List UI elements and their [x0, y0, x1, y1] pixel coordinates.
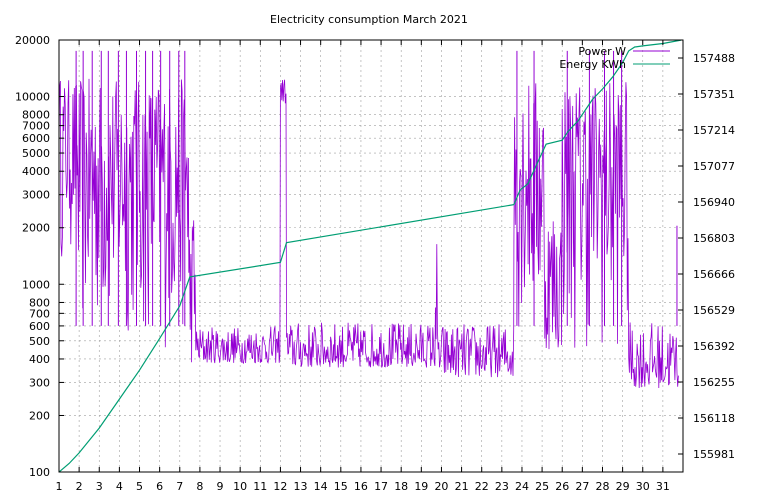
- y2-tick-label: 157077: [693, 160, 735, 173]
- y2-tick-label: 156392: [693, 340, 735, 353]
- x-tick-label: 21: [455, 480, 469, 493]
- y-tick-label: 7000: [22, 120, 50, 133]
- y-tick-label: 1000: [22, 278, 50, 291]
- x-tick-label: 20: [434, 480, 448, 493]
- y-tick-label: 300: [29, 376, 50, 389]
- x-tick-label: 5: [136, 480, 143, 493]
- x-tick-label: 16: [354, 480, 368, 493]
- x-tick-label: 31: [656, 480, 670, 493]
- x-tick-label: 14: [314, 480, 328, 493]
- x-tick-label: 17: [374, 480, 388, 493]
- x-tick-label: 2: [76, 480, 83, 493]
- y-tick-label: 500: [29, 335, 50, 348]
- y2-tick-label: 157351: [693, 88, 735, 101]
- x-tick-label: 27: [575, 480, 589, 493]
- y-tick-label: 8000: [22, 109, 50, 122]
- x-tick-label: 24: [515, 480, 529, 493]
- x-tick-label: 26: [555, 480, 569, 493]
- plot-area: [58, 39, 682, 473]
- y2-tick-label: 156803: [693, 232, 735, 245]
- x-tick-label: 28: [595, 480, 609, 493]
- legend: Power W Energy KWh: [559, 45, 670, 71]
- x-tick-label: 3: [96, 480, 103, 493]
- x-tick-label: 25: [535, 480, 549, 493]
- plot-frame: [58, 39, 684, 473]
- y2-tick-label: 157214: [693, 124, 735, 137]
- y-tick-label: 100: [29, 466, 50, 479]
- x-tick-label: 4: [116, 480, 123, 493]
- x-tick-label: 8: [196, 480, 203, 493]
- x-tick-label: 23: [495, 480, 509, 493]
- x-tick-label: 15: [334, 480, 348, 493]
- y-tick-label: 20000: [15, 34, 50, 47]
- y-tick-label: 700: [29, 307, 50, 320]
- y2-tick-label: 156255: [693, 376, 735, 389]
- axis-ticks: 1 2 3 4 5 6 7 8 9 10 11 12 13 14 15 16 17 18 19 20 21 22 23 24 2…: [15, 34, 735, 493]
- x-tick-label: 1: [56, 480, 63, 493]
- x-tick-label: 18: [394, 480, 408, 493]
- legend-label-energy: Energy KWh: [559, 58, 626, 71]
- x-tick-label: 6: [156, 480, 163, 493]
- y-tick-label: 600: [29, 320, 50, 333]
- y2-tick-label: 155981: [693, 448, 735, 461]
- x-tick-label: 30: [636, 480, 650, 493]
- chart-title: Electricity consumption March 2021: [270, 13, 468, 26]
- y2-tick-label: 156529: [693, 304, 735, 317]
- x-tick-label: 22: [475, 480, 489, 493]
- y-tick-label: 5000: [22, 147, 50, 160]
- y-tick-label: 6000: [22, 132, 50, 145]
- x-tick-label: 7: [176, 480, 183, 493]
- legend-label-power: Power W: [578, 45, 626, 58]
- y-tick-label: 4000: [22, 165, 50, 178]
- series-energy-line: [58, 39, 682, 473]
- y2-tick-label: 156940: [693, 196, 735, 209]
- y-tick-label: 3000: [22, 189, 50, 202]
- x-tick-label: 9: [217, 480, 224, 493]
- x-tick-label: 10: [233, 480, 247, 493]
- y2-tick-label: 156118: [693, 412, 735, 425]
- y-tick-label: 800: [29, 296, 50, 309]
- y-tick-label: 10000: [15, 91, 50, 104]
- y-tick-label: 400: [29, 353, 50, 366]
- series-power-line: [58, 78, 679, 389]
- y2-tick-label: 156666: [693, 268, 735, 281]
- x-tick-label: 19: [414, 480, 428, 493]
- x-tick-label: 12: [273, 480, 287, 493]
- x-tick-label: 13: [294, 480, 308, 493]
- y-tick-label: 2000: [22, 222, 50, 235]
- x-tick-label: 29: [616, 480, 630, 493]
- x-tick-label: 11: [253, 480, 267, 493]
- y2-tick-label: 157488: [693, 52, 735, 65]
- y-tick-label: 200: [29, 409, 50, 422]
